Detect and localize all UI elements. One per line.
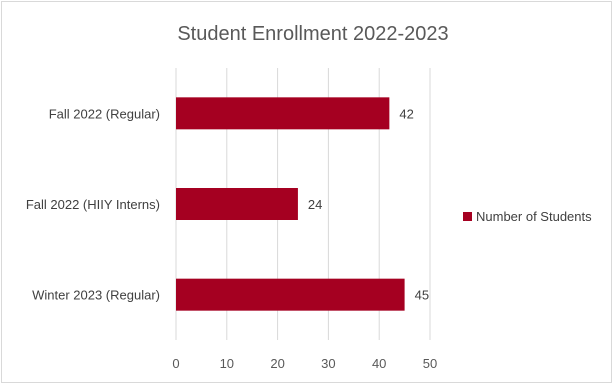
- legend: Number of Students: [463, 209, 592, 224]
- x-tick-label: 40: [372, 356, 386, 371]
- x-tick-label: 20: [270, 356, 284, 371]
- chart-title: Student Enrollment 2022-2023: [177, 23, 448, 45]
- bar: [176, 188, 298, 220]
- bars: [176, 97, 405, 311]
- category-labels: Fall 2022 (Regular) Fall 2022 (HIIY Inter…: [26, 106, 160, 302]
- data-label: 45: [415, 288, 429, 303]
- data-labels: 42 24 45: [308, 106, 429, 302]
- x-tick-label: 30: [321, 356, 335, 371]
- bar: [176, 278, 405, 311]
- x-tick-labels: 0 10 20 30 40 50: [172, 356, 437, 371]
- x-tick-label: 10: [220, 356, 234, 371]
- bar: [176, 97, 390, 130]
- legend-label: Number of Students: [476, 209, 592, 224]
- legend-swatch: [463, 212, 472, 221]
- category-label: Fall 2022 (HIIY Interns): [26, 197, 160, 212]
- x-tick-label: 0: [172, 356, 179, 371]
- category-label: Winter 2023 (Regular): [32, 288, 160, 303]
- x-tick-label: 50: [423, 356, 437, 371]
- category-label: Fall 2022 (Regular): [49, 106, 160, 121]
- data-label: 42: [399, 106, 413, 121]
- data-label: 24: [308, 197, 322, 212]
